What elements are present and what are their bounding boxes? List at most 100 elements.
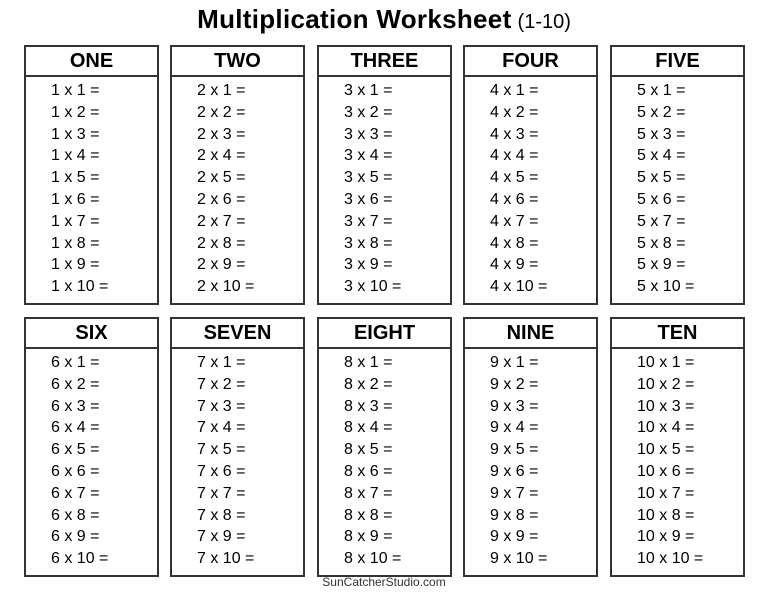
problem-list: 1 x 1 = 1 x 2 = 1 x 3 = 1 x 4 = 1 x 5 = 1 x 6…: [26, 77, 157, 303]
problem-row: 9 x 1 =: [490, 354, 539, 371]
problem-row: 8 x 7 =: [344, 484, 393, 502]
problem-row: 7 x 3 =: [197, 397, 246, 415]
problem-row: 6 x 2 =: [51, 375, 100, 393]
problem-row: 3 x 6 =: [344, 190, 393, 208]
problem-row: 8 x 1 =: [344, 354, 393, 371]
problem-row: 5 x 4 =: [637, 147, 686, 165]
problem-row: 4 x 4 =: [490, 147, 539, 165]
problem-row: 1 x 4 =: [51, 147, 100, 165]
problem-row: 2 x 3 =: [197, 125, 246, 143]
problem-row: 9 x 6 =: [490, 462, 539, 480]
problem-row: 10 x 8 =: [637, 506, 695, 524]
problem-row: 9 x 5 =: [490, 441, 539, 459]
problem-row: 8 x 5 =: [344, 441, 393, 459]
problem-row: 9 x 4 =: [490, 419, 539, 437]
problem-row: 9 x 10 =: [490, 550, 548, 568]
problem-row: 10 x 5 =: [637, 441, 695, 459]
times-table-box: FIVE 5 x 1 = 5 x 2 = 5 x 3 = 5 x 4 = 5 x 5 = 5…: [610, 45, 745, 305]
problem-row: 8 x 8 =: [344, 506, 393, 524]
problem-row: 2 x 1 =: [197, 82, 246, 99]
problem-row: 3 x 1 =: [344, 82, 393, 99]
problem-list: 3 x 1 = 3 x 2 = 3 x 3 = 3 x 4 = 3 x 5 = 3 x 6…: [319, 77, 450, 303]
problem-row: 7 x 9 =: [197, 528, 246, 546]
problem-row: 10 x 4 =: [637, 419, 695, 437]
problem-row: 9 x 8 =: [490, 506, 539, 524]
times-table-box: SIX 6 x 1 = 6 x 2 = 6 x 3 = 6 x 4 = 6 x 5 = 6 …: [24, 317, 159, 577]
problem-row: 8 x 9 =: [344, 528, 393, 546]
problem-row: 3 x 2 =: [344, 103, 393, 121]
problem-row: 2 x 10 =: [197, 278, 255, 296]
problem-row: 4 x 7 =: [490, 212, 539, 230]
table-header: ONE: [26, 47, 157, 77]
problem-row: 5 x 3 =: [637, 125, 686, 143]
problem-row: 8 x 6 =: [344, 462, 393, 480]
problem-row: 3 x 7 =: [344, 212, 393, 230]
problem-row: 5 x 6 =: [637, 190, 686, 208]
problem-row: 1 x 1 =: [51, 82, 100, 99]
title-main: Multiplication Worksheet: [197, 4, 512, 34]
problem-list: 9 x 1 = 9 x 2 = 9 x 3 = 9 x 4 = 9 x 5 = 9 x 6…: [465, 349, 596, 575]
problem-row: 6 x 6 =: [51, 462, 100, 480]
footer-credit: SunCatcherStudio.com: [322, 575, 446, 589]
problem-row: 7 x 8 =: [197, 506, 246, 524]
problem-row: 3 x 5 =: [344, 169, 393, 187]
problem-row: 2 x 4 =: [197, 147, 246, 165]
problem-row: 4 x 3 =: [490, 125, 539, 143]
problem-row: 3 x 9 =: [344, 256, 393, 274]
problem-row: 1 x 9 =: [51, 256, 100, 274]
problem-row: 10 x 3 =: [637, 397, 695, 415]
problem-list: 10 x 1 = 10 x 2 = 10 x 3 = 10 x 4 = 10 x 5 =…: [612, 349, 743, 575]
problem-row: 2 x 2 =: [197, 103, 246, 121]
problem-row: 4 x 9 =: [490, 256, 539, 274]
problem-row: 1 x 6 =: [51, 190, 100, 208]
problem-row: 4 x 8 =: [490, 234, 539, 252]
problem-row: 10 x 7 =: [637, 484, 695, 502]
problem-row: 8 x 2 =: [344, 375, 393, 393]
problem-row: 9 x 2 =: [490, 375, 539, 393]
table-header: TEN: [612, 319, 743, 349]
problem-list: 5 x 1 = 5 x 2 = 5 x 3 = 5 x 4 = 5 x 5 = 5 x 6…: [612, 77, 743, 303]
problem-row: 4 x 10 =: [490, 278, 548, 296]
problem-row: 7 x 5 =: [197, 441, 246, 459]
problem-row: 7 x 1 =: [197, 354, 246, 371]
problem-row: 7 x 4 =: [197, 419, 246, 437]
problem-row: 5 x 5 =: [637, 169, 686, 187]
problem-row: 6 x 1 =: [51, 354, 100, 371]
times-table-box: TEN 10 x 1 = 10 x 2 = 10 x 3 = 10 x 4 = 10 x …: [610, 317, 745, 577]
times-table-box: ONE 1 x 1 = 1 x 2 = 1 x 3 = 1 x 4 = 1 x 5 = 1 …: [24, 45, 159, 305]
problem-row: 4 x 2 =: [490, 103, 539, 121]
problem-row: 1 x 3 =: [51, 125, 100, 143]
problem-row: 1 x 10 =: [51, 278, 109, 296]
title-range: (1-10): [517, 11, 571, 33]
problem-row: 2 x 9 =: [197, 256, 246, 274]
problem-row: 6 x 5 =: [51, 441, 100, 459]
problem-row: 7 x 7 =: [197, 484, 246, 502]
table-header: FOUR: [465, 47, 596, 77]
times-table-box: SEVEN 7 x 1 = 7 x 2 = 7 x 3 = 7 x 4 = 7 x 5 =…: [170, 317, 305, 577]
problem-row: 2 x 6 =: [197, 190, 246, 208]
problem-row: 10 x 9 =: [637, 528, 695, 546]
problem-row: 6 x 4 =: [51, 419, 100, 437]
problem-list: 8 x 1 = 8 x 2 = 8 x 3 = 8 x 4 = 8 x 5 = 8 x 6…: [319, 349, 450, 575]
problem-row: 7 x 2 =: [197, 375, 246, 393]
problem-row: 7 x 6 =: [197, 462, 246, 480]
times-table-box: FOUR 4 x 1 = 4 x 2 = 4 x 3 = 4 x 4 = 4 x 5 = 4…: [463, 45, 598, 305]
times-table-box: EIGHT 8 x 1 = 8 x 2 = 8 x 3 = 8 x 4 = 8 x 5 =…: [317, 317, 452, 577]
problem-row: 6 x 8 =: [51, 506, 100, 524]
problem-row: 6 x 7 =: [51, 484, 100, 502]
table-header: FIVE: [612, 47, 743, 77]
problem-row: 1 x 8 =: [51, 234, 100, 252]
problem-list: 6 x 1 = 6 x 2 = 6 x 3 = 6 x 4 = 6 x 5 = 6 x 6…: [26, 349, 157, 575]
problem-list: 7 x 1 = 7 x 2 = 7 x 3 = 7 x 4 = 7 x 5 = 7 x 6…: [172, 349, 303, 575]
table-header: THREE: [319, 47, 450, 77]
problem-row: 8 x 4 =: [344, 419, 393, 437]
problem-row: 10 x 1 =: [637, 354, 695, 371]
problem-row: 3 x 4 =: [344, 147, 393, 165]
problem-row: 1 x 7 =: [51, 212, 100, 230]
problem-row: 5 x 2 =: [637, 103, 686, 121]
problem-row: 5 x 7 =: [637, 212, 686, 230]
problem-row: 1 x 2 =: [51, 103, 100, 121]
table-header: EIGHT: [319, 319, 450, 349]
problem-row: 10 x 6 =: [637, 462, 695, 480]
problem-row: 5 x 1 =: [637, 82, 686, 99]
